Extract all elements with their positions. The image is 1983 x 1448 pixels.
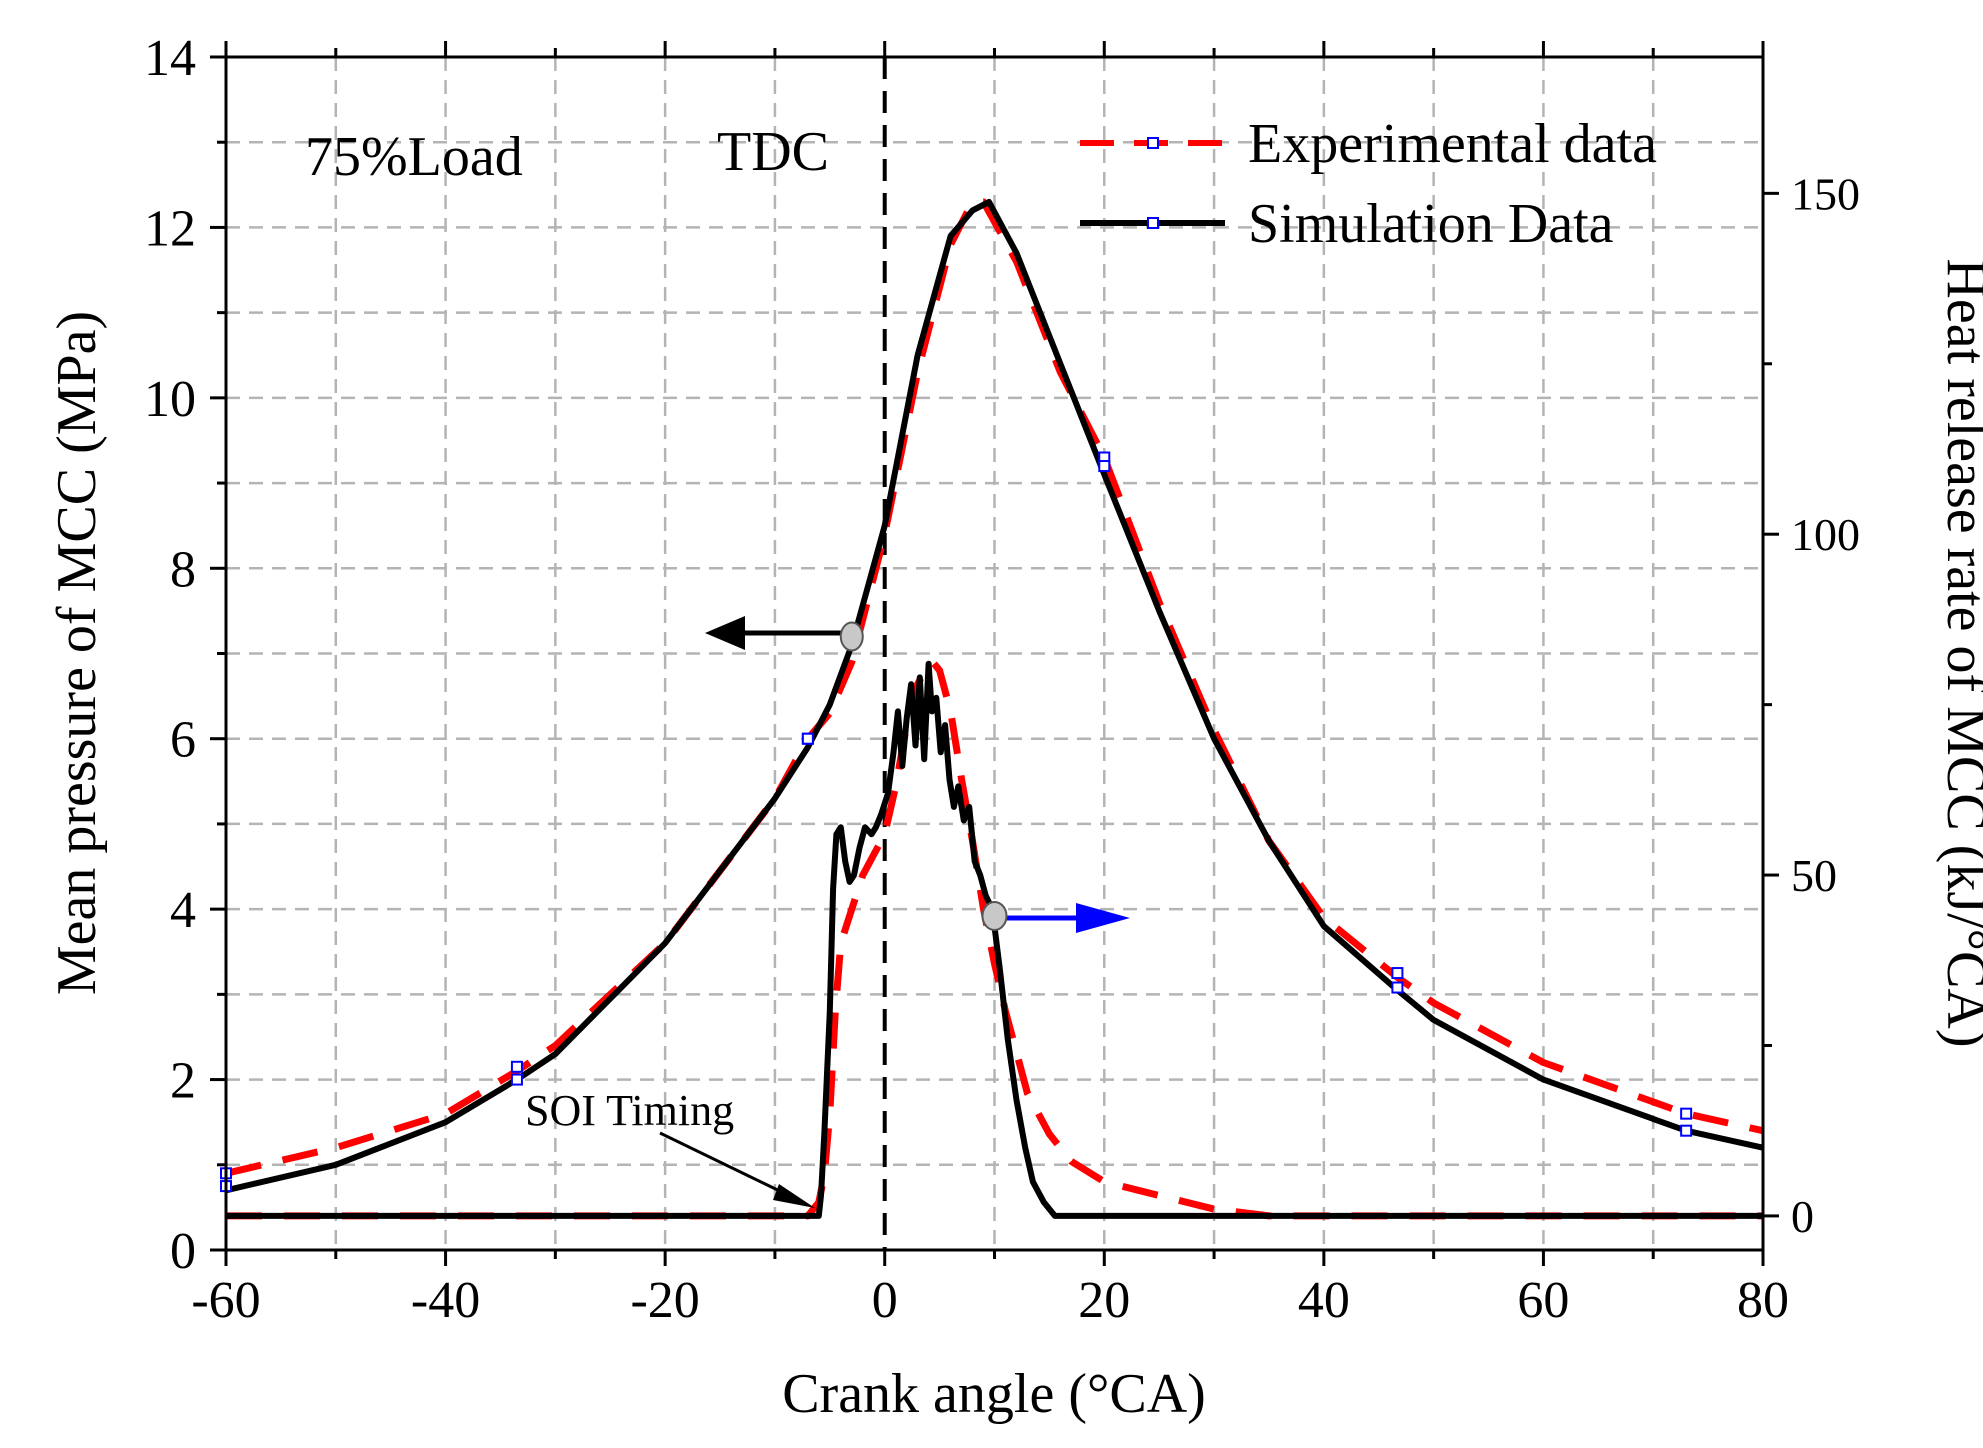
y-left-tick-label: 12 [144, 200, 196, 257]
y-right-axis-title: Heat release rate of MCC (kJ/°CA) [1935, 258, 1983, 1047]
y-left-tick-label: 10 [144, 371, 196, 428]
legend-marker-simulation [1147, 217, 1159, 229]
y-left-tick-label: 2 [170, 1053, 196, 1110]
y-left-axis-title: Mean pressure of MCC (MPa) [46, 311, 108, 995]
data-marker-simulation [1391, 981, 1404, 994]
soi-label: SOI Timing [525, 1086, 734, 1135]
y-right-tick-label: 150 [1791, 168, 1860, 219]
y-left-tick-label: 4 [170, 882, 196, 939]
x-tick-label: 0 [872, 1272, 898, 1329]
x-tick-label: 20 [1078, 1272, 1130, 1329]
data-marker-simulation [1098, 460, 1111, 473]
load-label: 75%Load [305, 126, 523, 188]
y-right-tick-label: 50 [1791, 850, 1837, 901]
x-tick-label: -20 [630, 1272, 699, 1329]
series-line-experimental-hrr [226, 660, 1763, 1220]
grid [226, 57, 1763, 1250]
data-marker-simulation [1680, 1124, 1693, 1137]
x-tick-label: -60 [191, 1272, 260, 1329]
legend: Experimental data Simulation Data [1080, 113, 1657, 255]
data-marker-experimental [510, 1060, 523, 1073]
pressure-axis-arrow [705, 616, 850, 650]
hrr-axis-arrow [1000, 903, 1130, 933]
y-left-tick-label: 6 [170, 712, 196, 769]
x-tick-label: -40 [411, 1272, 480, 1329]
legend-item-experimental: Experimental data [1080, 113, 1657, 175]
data-marker-simulation [510, 1073, 523, 1086]
series-line-simulation-data [226, 198, 1763, 1194]
x-tick-label: 80 [1737, 1272, 1789, 1329]
x-tick-label: 40 [1298, 1272, 1350, 1329]
y-left-tick-label: 0 [170, 1223, 196, 1280]
data-marker-experimental [1680, 1107, 1693, 1120]
ticks [210, 41, 1779, 1266]
y-left-tick-label: 8 [170, 541, 196, 598]
data-marker-simulation [801, 732, 814, 745]
tdc-label: TDC [717, 121, 829, 183]
y-right-tick-label: 0 [1791, 1191, 1814, 1242]
x-axis-title: Crank angle (°CA) [782, 1363, 1206, 1425]
data-marker-experimental [1391, 967, 1404, 980]
legend-label-experimental: Experimental data [1248, 113, 1657, 175]
x-tick-label: 60 [1517, 1272, 1569, 1329]
pressure-arrow-point [839, 621, 864, 652]
series-line-simulation-hrr [226, 660, 1763, 1219]
legend-marker-experimental [1147, 137, 1159, 149]
legend-label-simulation: Simulation Data [1248, 193, 1614, 255]
soi-arrow [659, 1131, 815, 1208]
y-right-tick-label: 100 [1791, 509, 1860, 560]
series-line-experimental-data [226, 198, 1763, 1177]
hrr-arrow-point [981, 900, 1008, 931]
legend-item-simulation: Simulation Data [1080, 193, 1614, 255]
series-group [226, 198, 1763, 1220]
y-left-tick-label: 14 [144, 30, 196, 87]
